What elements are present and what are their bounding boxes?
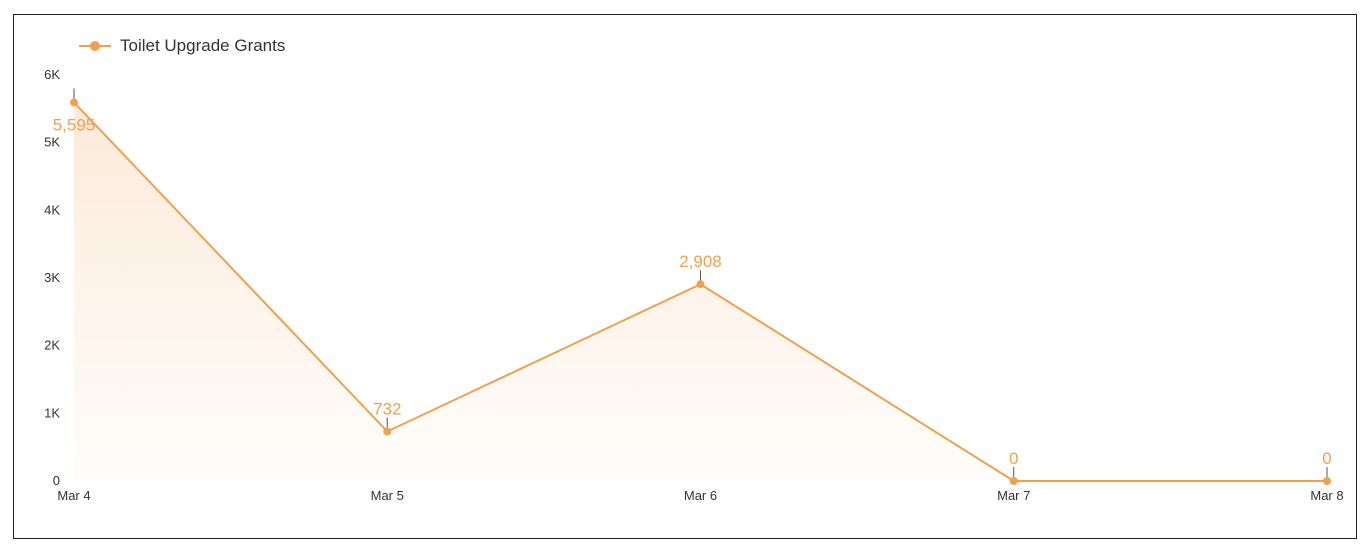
x-tick-label: Mar 5: [371, 488, 404, 503]
legend-marker-icon: [79, 41, 111, 51]
x-tick-label: Mar 4: [57, 488, 90, 503]
y-tick-label: 3K: [44, 270, 60, 285]
data-point: [383, 427, 392, 436]
y-tick-label: 1K: [44, 405, 60, 420]
data-label: 5,595: [53, 115, 96, 134]
data-point: [70, 98, 78, 107]
y-tick-label: 4K: [44, 202, 60, 217]
series-area: [74, 102, 1327, 481]
legend[interactable]: Toilet Upgrade Grants: [78, 35, 285, 57]
data-label: 2,908: [679, 252, 722, 271]
x-tick-label: Mar 8: [1310, 488, 1343, 503]
data-label: 0: [1009, 449, 1018, 468]
data-point: [696, 280, 705, 289]
y-tick-label: 0: [53, 473, 60, 488]
x-tick-label: Mar 6: [684, 488, 717, 503]
data-label: 732: [373, 399, 401, 418]
x-tick-label: Mar 7: [997, 488, 1030, 503]
data-label: 0: [1322, 449, 1331, 468]
y-tick-label: 6K: [44, 67, 60, 82]
data-point: [1009, 477, 1018, 485]
legend-label: Toilet Upgrade Grants: [120, 36, 286, 55]
y-tick-label: 2K: [44, 338, 60, 353]
y-tick-label: 5K: [44, 135, 60, 150]
data-point: [1323, 477, 1331, 485]
